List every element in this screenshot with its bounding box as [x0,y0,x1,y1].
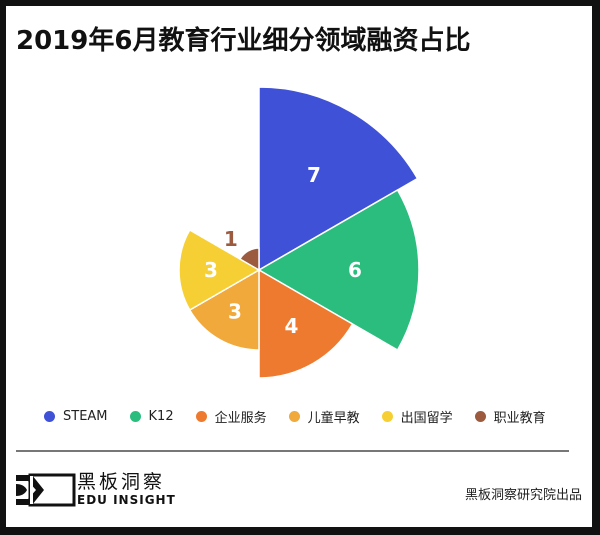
legend-item: K12 [129,409,174,424]
data-label: 4 [284,314,298,338]
legend-label: 出国留学 [400,411,453,426]
data-label: 3 [228,300,242,324]
legend-label: K12 [148,409,174,424]
data-label: 7 [307,163,321,187]
data-label: 1 [224,227,238,251]
legend: STEAM K12 企业服务 儿童早教 出国留学 职业教育 [44,407,568,426]
rose-sector-K12 [257,188,420,352]
rose-sector-儿童早教 [188,268,260,351]
data-label: 6 [348,258,362,282]
rose-sector-企业服务 [258,268,354,379]
rose-sector-出国留学 [178,228,261,312]
legend-dot-icon [195,411,207,422]
chart-title: 2019年6月教育行业细分领域融资占比 [16,26,471,56]
legend-item: 儿童早教 [288,407,360,426]
legend-label: 儿童早教 [307,411,360,426]
footer-divider [16,450,569,452]
edu-insight-logo: 黑板洞察 EDU INSIGHT [16,470,176,512]
legend-dot-icon [381,411,393,422]
rose-sector-职业教育 [238,247,260,272]
legend-dot-icon [44,411,55,422]
legend-dot-icon [474,411,486,422]
legend-item: STEAM [44,409,108,424]
legend-dot-icon [129,411,141,422]
legend-label: STEAM [63,409,108,424]
legend-label: 职业教育 [493,411,546,426]
logo-english-text: EDU INSIGHT [77,493,176,507]
legend-item: 企业服务 [195,407,267,426]
eye-logo-icon [16,473,76,507]
legend-item: 出国留学 [381,407,453,426]
data-label: 3 [204,258,218,282]
rose-sector-STEAM [258,86,419,272]
legend-item: 职业教育 [474,407,546,426]
legend-label: 企业服务 [214,411,267,426]
legend-dot-icon [288,411,300,422]
logo-chinese-text: 黑板洞察 [77,471,166,493]
credit-text: 黑板洞察研究院出品 [464,488,582,503]
